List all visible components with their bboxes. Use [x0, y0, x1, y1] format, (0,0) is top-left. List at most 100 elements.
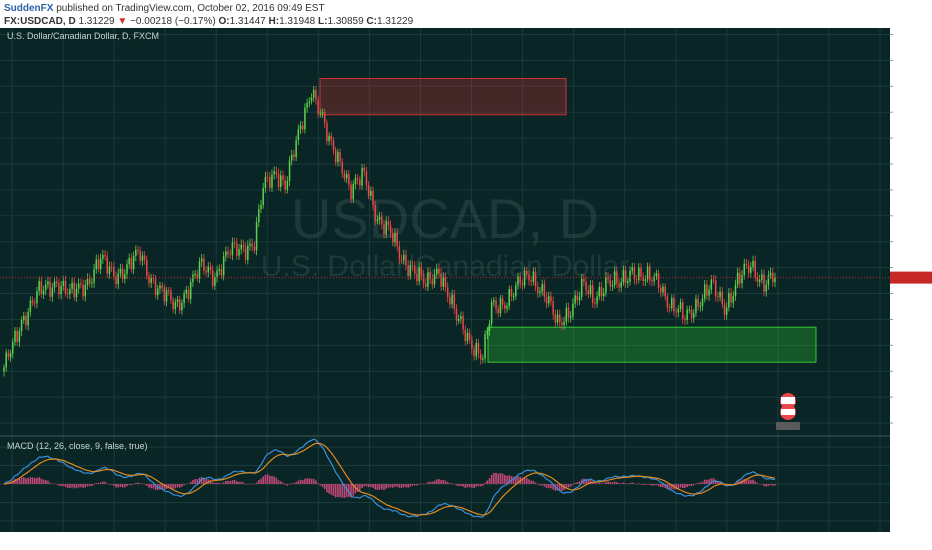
macd-histogram-bar: [277, 480, 280, 484]
macd-histogram-bar: [598, 482, 601, 484]
candle-body: [416, 273, 418, 282]
macd-histogram-bar: [354, 484, 357, 494]
candle-body: [378, 216, 381, 220]
macd-histogram-bar: [304, 478, 306, 484]
candle-body: [409, 265, 412, 276]
macd-histogram-bar: [455, 484, 458, 486]
candle-body: [495, 300, 497, 309]
candle-body: [644, 279, 647, 282]
macd-histogram-bar: [187, 483, 190, 485]
macd-histogram-bar: [260, 478, 262, 484]
candle-body: [216, 270, 218, 278]
macd-histogram-bar: [629, 483, 631, 484]
candle-body: [280, 175, 282, 187]
macd-histogram-bar: [341, 484, 344, 498]
macd-histogram-bar: [321, 484, 324, 487]
candle-body: [370, 191, 372, 196]
macd-histogram-bar: [44, 480, 47, 484]
candle-body: [451, 294, 453, 305]
macd-histogram-bar: [220, 483, 223, 484]
bar-marks-icon[interactable]: [776, 393, 800, 430]
macd-histogram-bar: [624, 483, 627, 484]
candle-body: [730, 293, 732, 303]
macd-histogram-bar: [642, 484, 645, 485]
macd-histogram-bar: [376, 484, 379, 491]
macd-histogram-bar: [717, 480, 719, 484]
macd-histogram-bar: [130, 484, 133, 486]
candle-body: [154, 278, 157, 296]
candle-body: [115, 276, 117, 285]
macd-histogram-bar: [225, 481, 227, 484]
candle-body: [602, 292, 605, 297]
macd-histogram-bar: [438, 479, 440, 484]
candle-body: [253, 246, 256, 251]
candle-body: [16, 330, 18, 342]
candle-body: [547, 296, 550, 304]
macd-histogram-bar: [64, 484, 67, 488]
macd-histogram-bar: [754, 481, 757, 484]
candle-body: [446, 287, 449, 298]
candle-body: [688, 309, 691, 311]
candle-body: [475, 342, 478, 357]
high-value: 1.31948: [279, 16, 316, 27]
candle-body: [40, 281, 43, 295]
candle-body: [613, 271, 616, 286]
candle-body: [442, 277, 445, 287]
macd-histogram-bar: [752, 479, 754, 484]
candle-body: [20, 320, 23, 332]
macd-histogram-bar: [477, 484, 480, 487]
macd-histogram-bar: [433, 480, 436, 484]
macd-pane: [3, 438, 776, 518]
candle-body: [569, 316, 572, 318]
candle-body: [473, 349, 475, 357]
macd-histogram-bar: [396, 484, 398, 487]
candle-body: [58, 283, 60, 295]
macd-histogram-bar: [684, 484, 686, 489]
candle-body: [73, 282, 76, 298]
candle-body: [640, 267, 642, 277]
macd-histogram-bar: [482, 484, 484, 486]
candle-body: [238, 249, 240, 256]
candle-body: [668, 307, 671, 309]
candle-body: [666, 296, 669, 308]
candle-body: [616, 271, 618, 284]
macd-histogram-bar: [534, 482, 537, 484]
macd-histogram-bar: [58, 484, 60, 486]
candle-body: [684, 319, 686, 321]
price-chart[interactable]: USDCAD, D U.S. Dollar/Canadian Dollar U.…: [0, 28, 932, 550]
macd-histogram-bar: [273, 476, 275, 484]
candle-body: [638, 267, 640, 280]
macd-histogram-bar: [301, 480, 304, 484]
candle-body: [767, 275, 770, 285]
macd-histogram-bar: [602, 483, 605, 484]
macd-histogram-bar: [209, 480, 212, 484]
macd-histogram-bar: [383, 484, 385, 491]
candle-body: [460, 316, 462, 319]
candle-body: [736, 272, 739, 285]
macd-histogram-bar: [701, 481, 704, 484]
candle-body: [14, 330, 16, 343]
macd-histogram-bar: [690, 484, 693, 486]
macd-histogram-bar: [745, 478, 748, 484]
macd-histogram-bar: [73, 484, 76, 489]
candle-body: [80, 283, 82, 285]
candle-body: [523, 270, 526, 286]
macd-histogram-bar: [479, 484, 482, 487]
macd-histogram-bar: [453, 484, 456, 485]
candle-body: [185, 289, 188, 294]
macd-histogram-bar: [345, 484, 348, 498]
candle-body: [55, 281, 58, 284]
symbol-label[interactable]: FX:USDCAD, D: [4, 16, 76, 27]
candle-body: [642, 276, 644, 282]
macd-histogram-bar: [137, 482, 139, 484]
author-link[interactable]: SuddenFX: [4, 3, 54, 14]
candle-body: [75, 288, 78, 298]
macd-histogram-bar: [247, 483, 249, 485]
macd-histogram-bar: [27, 477, 29, 484]
candle-body: [389, 225, 392, 234]
macd-histogram-bar: [361, 484, 363, 489]
candle-body: [413, 266, 416, 274]
candle-body: [561, 322, 563, 326]
macd-histogram-bar: [413, 484, 416, 486]
price-axis[interactable]: [0, 33, 932, 424]
